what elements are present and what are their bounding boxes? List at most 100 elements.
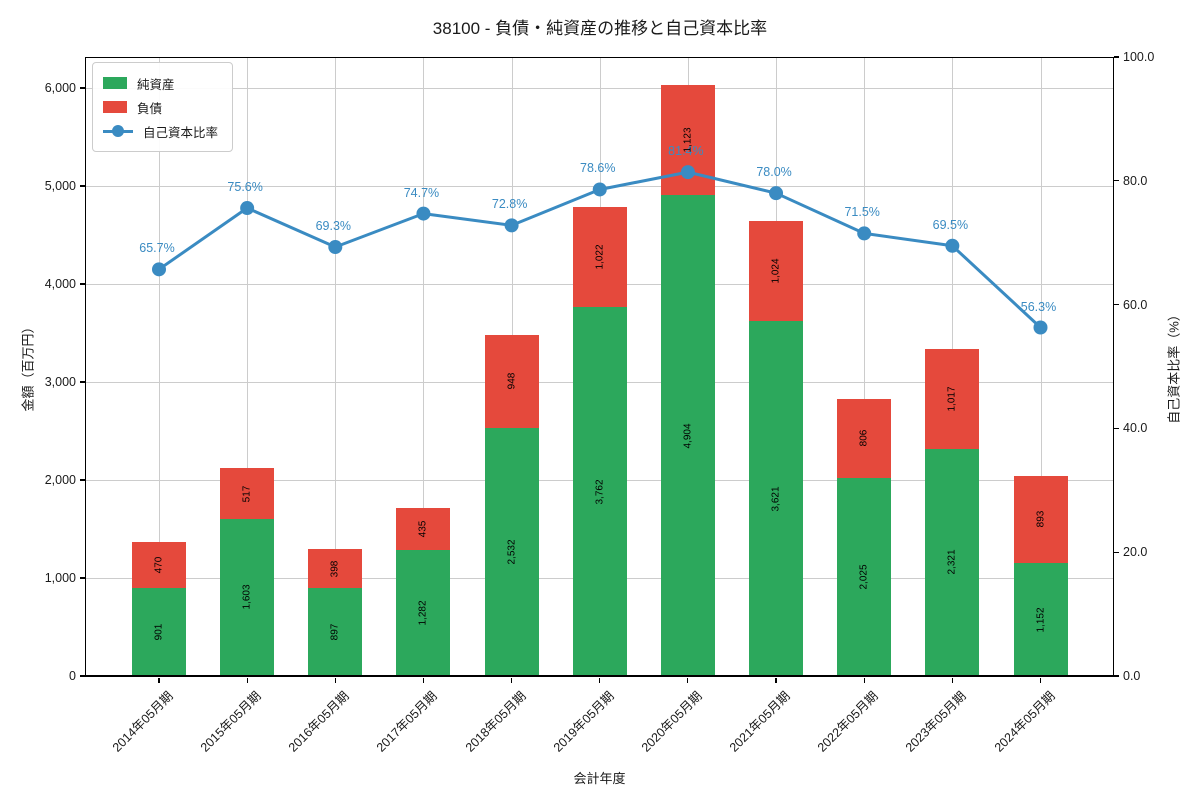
- equity-ratio-label: 71.5%: [844, 205, 880, 220]
- bar-value-label-liabilities: 1,024: [770, 258, 782, 284]
- bar-value-label-net-assets: 2,532: [506, 539, 518, 565]
- equity-ratio-label: 69.3%: [315, 219, 352, 234]
- bar-value-label-net-assets: 1,603: [241, 584, 253, 610]
- left-axis-tick: [80, 185, 85, 187]
- bar-segment-net-assets: [660, 195, 715, 676]
- chart-title: 38100 - 負債・純資産の推移と自己資本比率: [432, 19, 768, 38]
- right-axis-tick-label: 40.0: [1123, 421, 1148, 436]
- legend-line-dot: [112, 125, 124, 137]
- equity-ratio-label: 65.7%: [139, 241, 175, 256]
- equity-ratio-marker: [1033, 320, 1048, 335]
- bar-segment-liabilities: [308, 549, 363, 589]
- bar-segment-net-assets: [1013, 563, 1068, 676]
- right-axis-tick: [1114, 56, 1119, 58]
- left-axis-tick-label: 2,000: [44, 472, 76, 487]
- equity-ratio-label: 81.4%: [668, 144, 704, 159]
- x-axis-spine: [85, 675, 1115, 678]
- left-axis-tick-label: 0: [69, 669, 76, 683]
- legend-item: 純資産: [103, 71, 218, 95]
- net-assets-swatch-icon: [103, 77, 127, 89]
- right-axis-tick-label: 20.0: [1123, 545, 1148, 560]
- legend-label: 自己資本比率: [143, 125, 219, 140]
- bar-segment-liabilities: [749, 220, 804, 322]
- bar-segment-net-assets: [132, 587, 186, 676]
- bar-value-label-liabilities: 1,022: [594, 244, 606, 270]
- bar-segment-net-assets: [308, 588, 363, 676]
- equity-ratio-marker: [240, 201, 255, 216]
- v-gridline: [335, 57, 337, 676]
- bar-value-label-liabilities: 1,017: [946, 386, 958, 412]
- bar-value-label-liabilities: 435: [417, 520, 429, 538]
- right-axis-tick-label: 60.0: [1123, 297, 1148, 312]
- x-axis-tick: [334, 678, 336, 684]
- left-axis-tick-label: 4,000: [44, 276, 76, 291]
- left-axis-tick: [80, 577, 85, 579]
- equity-ratio-label: 72.8%: [491, 197, 528, 212]
- equity-ratio-marker: [504, 218, 519, 233]
- bar-segment-net-assets: [572, 307, 627, 676]
- x-axis-tick: [599, 678, 601, 684]
- legend-label: 負債: [137, 101, 163, 116]
- right-axis-tick-label: 80.0: [1123, 173, 1148, 188]
- right-axis-tick: [1114, 427, 1119, 429]
- x-axis-tick: [775, 678, 777, 684]
- equity-ratio-marker: [592, 182, 607, 197]
- equity-ratio-label: 75.6%: [227, 180, 263, 195]
- bar-value-label-liabilities: 470: [153, 556, 165, 573]
- line-marker-icon: [103, 125, 133, 137]
- bar-value-label-liabilities: 398: [329, 560, 341, 577]
- bar-value-label-net-assets: 4,904: [682, 423, 694, 449]
- bar-segment-net-assets: [925, 448, 980, 676]
- bar-value-label-liabilities: 893: [1035, 510, 1046, 528]
- x-axis-tick: [863, 678, 865, 684]
- bar-value-label-liabilities: 1,123: [682, 127, 694, 153]
- equity-ratio-marker: [945, 238, 960, 253]
- left-axis-tick: [80, 381, 85, 383]
- x-axis-tick: [1039, 678, 1042, 684]
- bar-value-label-net-assets: 901: [153, 623, 165, 641]
- x-axis-tick: [687, 678, 689, 684]
- bar-value-label-liabilities: 517: [241, 485, 253, 502]
- equity-ratio-marker: [769, 186, 784, 201]
- bar-segment-liabilities: [925, 348, 980, 449]
- bar-segment-liabilities: [220, 468, 275, 519]
- equity-ratio-label: 69.5%: [932, 217, 969, 232]
- right-axis-tick: [1114, 304, 1119, 306]
- bar-value-label-net-assets: 1,282: [417, 600, 429, 626]
- bar-segment-net-assets: [749, 321, 804, 676]
- left-axis-tick: [80, 675, 85, 677]
- equity-ratio-label: 74.7%: [403, 185, 440, 200]
- equity-ratio-marker: [857, 226, 872, 241]
- v-gridline: [423, 57, 425, 676]
- right-axis-tick-label: 100.0: [1123, 50, 1155, 64]
- equity-ratio-marker: [328, 240, 343, 255]
- liabilities-swatch-icon: [103, 101, 127, 113]
- equity-ratio-label: 56.3%: [1020, 299, 1057, 314]
- left-axis-tick: [80, 283, 85, 285]
- right-axis-tick: [1114, 551, 1119, 553]
- equity-ratio-marker: [152, 262, 166, 277]
- left-axis-tick-label: 5,000: [44, 178, 76, 193]
- right-axis-tick: [1114, 180, 1119, 182]
- bar-segment-liabilities: [572, 207, 627, 308]
- left-axis-tick-label: 3,000: [44, 374, 76, 389]
- x-axis-title: 会計年度: [573, 771, 626, 786]
- bar-segment-liabilities: [396, 507, 451, 551]
- equity-ratio-label: 78.0%: [756, 165, 792, 180]
- legend: 純資産負債自己資本比率: [92, 62, 234, 152]
- x-axis-tick: [511, 678, 513, 684]
- bar-value-label-net-assets: 2,025: [858, 564, 870, 590]
- bar-value-label-net-assets: 1,152: [1035, 607, 1046, 633]
- bar-value-label-net-assets: 2,321: [946, 549, 958, 575]
- bar-segment-liabilities: [132, 541, 186, 588]
- right-axis-tick: [1114, 675, 1119, 677]
- bar-segment-liabilities: [837, 398, 892, 478]
- bar-segment-net-assets: [220, 518, 275, 676]
- left-axis-tick-label: 6,000: [44, 80, 76, 95]
- equity-ratio-marker: [680, 165, 695, 180]
- bar-value-label-liabilities: 948: [506, 373, 518, 390]
- x-axis-tick: [951, 678, 953, 684]
- bar-value-label-net-assets: 3,762: [594, 479, 606, 505]
- v-gridline: [864, 57, 866, 676]
